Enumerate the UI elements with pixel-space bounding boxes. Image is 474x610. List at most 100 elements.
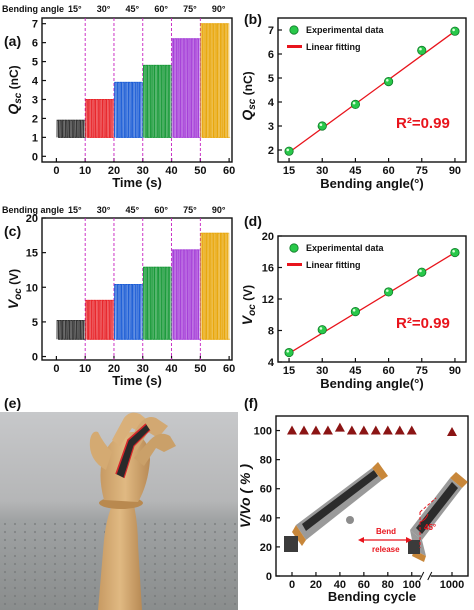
chart-c-voltage-vs-time: 0 10 20 30 40 50 60 0 5 10 15 20 15° 30° 45° 60° 75° 90° B… <box>2 205 235 388</box>
r-squared-annotation: R²=0.99 <box>396 315 450 332</box>
inset-angle-label: 45° <box>424 523 436 532</box>
x-tick-label: 60 <box>382 365 394 377</box>
data-point-highlight <box>319 123 323 126</box>
x-tick-label: 20 <box>310 579 322 591</box>
data-point-highlight <box>419 47 422 51</box>
segment-angle-label: 15° <box>68 4 82 14</box>
data-point-highlight <box>419 269 422 273</box>
x-tick-label: 30 <box>137 363 149 375</box>
bending-angle-label: Bending angle <box>2 205 64 215</box>
x-tick-label: 40 <box>165 363 177 375</box>
data-point <box>383 77 394 87</box>
segment-angle-label: 60° <box>154 4 168 14</box>
signal-series-4-echo <box>144 64 173 138</box>
segment-angle-label: 75° <box>183 205 197 215</box>
x-tick-label: 80 <box>382 579 394 591</box>
y-tick-label: 3 <box>32 94 38 106</box>
signal-series-3-echo <box>115 284 144 340</box>
segment-angle-label: 75° <box>183 4 197 14</box>
panel-label-a: (a) <box>4 33 21 49</box>
data-point <box>317 325 327 335</box>
x-tick-label: 40 <box>334 579 346 591</box>
x-axis-title: Time (s) <box>112 175 162 190</box>
data-point-highlight <box>352 309 356 312</box>
y-tick-label: 20 <box>260 542 272 554</box>
legend-label-data: Experimental data <box>306 243 385 253</box>
legend-marker-data <box>289 25 299 35</box>
x-tick-label: 30 <box>316 165 328 177</box>
y-tick-label: 80 <box>260 455 272 467</box>
y-tick-label: 4 <box>32 76 39 88</box>
y-axis-title: Voc (V) <box>239 285 258 325</box>
y-tick-label: 2 <box>268 145 274 157</box>
x-tick-label: 30 <box>316 365 328 377</box>
x-tick-label: 20 <box>108 165 120 177</box>
data-point <box>287 425 297 435</box>
y-tick-label: 6 <box>32 38 38 50</box>
x-tick-label: 15 <box>283 365 295 377</box>
data-point <box>394 425 405 435</box>
y-axis-title: Qsc (nC) <box>5 65 24 114</box>
y-tick-label: 12 <box>262 294 274 306</box>
data-point <box>284 347 294 358</box>
x-axis-title: Bending angle(°) <box>320 176 423 191</box>
inset-release-label: release <box>372 545 400 554</box>
segment-angle-label: 45° <box>126 4 140 14</box>
data-point <box>406 425 417 435</box>
bending-illustration: 45° Bend release <box>284 462 468 562</box>
y-tick-label: 60 <box>260 484 272 496</box>
y-tick-label: 7 <box>268 25 274 37</box>
data-point <box>310 425 321 435</box>
y-tick-label: 16 <box>262 263 274 275</box>
signal-series-6-echo <box>202 232 231 340</box>
x-tick-label: 0 <box>53 363 59 375</box>
x-tick-label: 60 <box>358 579 370 591</box>
data-point <box>346 425 357 435</box>
x-tick-label: 40 <box>165 165 177 177</box>
x-tick-label: 100 <box>403 579 421 591</box>
x-tick-label: 0 <box>53 165 59 177</box>
x-tick-label: 90 <box>449 165 461 177</box>
chart-d-voltage-vs-angle: 15 30 45 60 75 90 4 8 12 16 20 Experimental data Lin… <box>239 231 467 391</box>
data-point <box>370 425 381 435</box>
data-point <box>317 121 327 131</box>
y-tick-label: 20 <box>26 213 38 225</box>
y-tick-label: 8 <box>268 326 274 338</box>
data-point <box>450 26 460 36</box>
photo-hand-sensor <box>0 412 238 610</box>
r-squared-annotation: R²=0.99 <box>396 115 450 132</box>
axis-break-gap <box>420 572 431 580</box>
plot-frame <box>277 17 467 163</box>
legend-label-fit: Linear fitting <box>306 42 361 52</box>
segment-angle-label: 30° <box>97 4 111 14</box>
x-tick-label: 0 <box>289 579 295 591</box>
x-tick-label: 90 <box>449 365 461 377</box>
data-point-highlight <box>452 28 455 32</box>
x-axis-title: Time (s) <box>112 373 162 388</box>
signal-series-4-echo <box>144 266 173 340</box>
legend-marker-fit <box>287 263 302 266</box>
segment-angle-label: 15° <box>68 205 82 215</box>
y-tick-label: 20 <box>262 231 274 243</box>
segment-angle-label: 90° <box>212 205 226 215</box>
data-point <box>322 425 333 435</box>
data-point <box>417 267 427 277</box>
y-tick-label: 100 <box>254 426 272 438</box>
data-point-highlight <box>385 289 389 292</box>
fit-line <box>288 30 456 153</box>
data-point <box>447 427 457 436</box>
data-point-highlight <box>319 327 323 330</box>
segment-angle-label: 60° <box>154 205 168 215</box>
data-point <box>284 146 294 156</box>
y-axis-title: V/Vo ( % ) <box>237 464 253 528</box>
y-tick-label: 40 <box>260 513 272 525</box>
panel-label-f: (f) <box>244 395 258 411</box>
data-point <box>382 425 393 435</box>
axis-break-mark <box>427 571 433 581</box>
signal-series-2-echo <box>86 99 116 138</box>
y-tick-label: 10 <box>26 282 38 294</box>
y-tick-label: 7 <box>32 19 38 31</box>
y-tick-label: 1 <box>32 132 38 144</box>
data-point <box>350 306 361 317</box>
